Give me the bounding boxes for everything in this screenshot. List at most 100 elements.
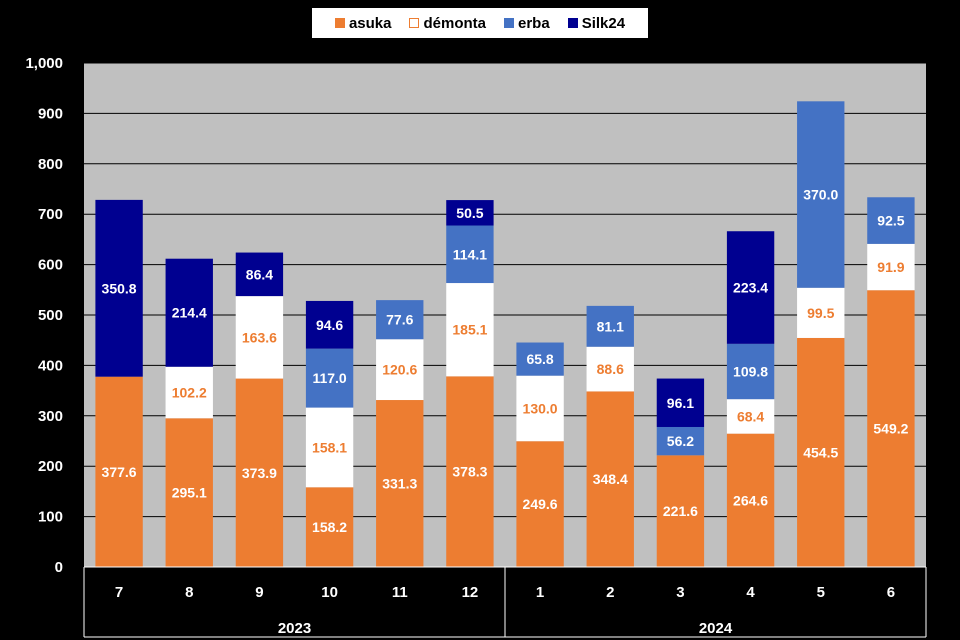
x-tick-label: 10 <box>321 584 338 601</box>
data-label: 117.0 <box>312 370 346 386</box>
y-tick-label: 200 <box>38 458 63 475</box>
legend-label-demonta: démonta <box>423 14 486 32</box>
data-label: 373.9 <box>242 465 277 481</box>
x-tick-label: 12 <box>462 584 479 601</box>
data-label: 214.4 <box>172 305 207 321</box>
bar-asuka-3 <box>656 455 705 567</box>
bar-erba-1 <box>516 342 564 376</box>
bar-asuka-11 <box>376 400 424 567</box>
data-label: 81.1 <box>597 318 624 334</box>
data-label: 264.6 <box>733 492 768 508</box>
bar-asuka-1 <box>516 441 564 567</box>
bar-dmonta-1 <box>516 375 564 442</box>
legend-swatch-erba <box>504 18 514 28</box>
legend: asuka démonta erba Silk24 <box>312 8 648 38</box>
y-tick-label: 700 <box>38 206 63 223</box>
data-label: 109.8 <box>733 363 768 379</box>
data-label: 65.8 <box>526 351 553 367</box>
bar-erba-3 <box>656 426 705 456</box>
bar-dmonta-12 <box>446 283 494 377</box>
bar-asuka-9 <box>235 378 284 567</box>
bar-erba-4 <box>726 343 775 400</box>
data-label: 56.2 <box>667 433 694 449</box>
data-label: 96.1 <box>667 395 694 411</box>
data-label: 331.3 <box>382 476 417 492</box>
legend-item-erba: erba <box>504 15 550 32</box>
group-label-2024: 2024 <box>699 620 733 637</box>
data-label: 68.4 <box>737 408 764 424</box>
data-label: 50.5 <box>456 205 483 221</box>
x-tick-label: 8 <box>185 584 193 601</box>
y-tick-label: 400 <box>38 357 63 374</box>
data-label: 223.4 <box>733 280 768 296</box>
bar-silk24-10 <box>305 300 354 349</box>
bar-silk24-9 <box>235 252 284 297</box>
legend-item-silk24: Silk24 <box>567 14 626 32</box>
data-label: 77.6 <box>386 312 413 328</box>
x-tick-label: 9 <box>255 584 263 601</box>
data-label: 91.9 <box>877 259 904 275</box>
legend-swatch-asuka <box>334 18 345 28</box>
y-tick-label: 0 <box>55 559 63 576</box>
bar-erba-10 <box>305 348 354 408</box>
y-tick-label: 300 <box>38 408 63 425</box>
bar-asuka-2 <box>586 391 634 567</box>
bar-erba-11 <box>376 300 424 340</box>
data-label: 348.4 <box>593 471 628 487</box>
bar-asuka-12 <box>446 376 494 567</box>
x-tick-label: 7 <box>115 584 123 601</box>
bar-silk24-3 <box>656 378 705 427</box>
legend-item-asuka: asuka <box>334 14 392 32</box>
legend-label-asuka: asuka <box>348 14 392 32</box>
bar-erba-12 <box>446 225 494 284</box>
y-tick-label: 100 <box>38 509 63 526</box>
data-label: 377.6 <box>102 464 137 480</box>
legend-label-silk24: Silk24 <box>581 14 626 32</box>
y-tick-label: 500 <box>38 307 63 324</box>
x-tick-label: 11 <box>392 584 408 601</box>
bar-asuka-7 <box>95 376 143 567</box>
data-label: 221.6 <box>663 503 698 519</box>
data-label: 158.2 <box>312 519 347 535</box>
group-label-2023: 2023 <box>278 620 311 637</box>
data-label: 163.6 <box>242 329 277 345</box>
data-label: 102.2 <box>172 385 207 401</box>
bar-erba-5 <box>797 101 845 288</box>
bar-dmonta-10 <box>305 407 354 488</box>
data-label: 185.1 <box>452 322 487 338</box>
data-label: 86.4 <box>246 266 273 282</box>
data-label: 88.6 <box>597 361 624 377</box>
legend-swatch-demonta <box>409 18 420 28</box>
x-tick-label: 1 <box>536 584 544 601</box>
y-tick-label: 900 <box>38 105 63 122</box>
bar-silk24-7 <box>95 199 143 377</box>
x-tick-label: 4 <box>746 584 755 601</box>
bar-silk24-4 <box>726 231 775 344</box>
data-label: 99.5 <box>807 305 834 321</box>
legend-swatch-silk24 <box>567 18 578 28</box>
bar-asuka-8 <box>165 418 213 567</box>
bar-dmonta-8 <box>165 366 213 419</box>
bar-silk24-8 <box>165 258 213 367</box>
bar-dmonta-6 <box>867 243 915 291</box>
data-label: 295.1 <box>172 485 207 501</box>
bar-erba-6 <box>867 197 915 244</box>
data-label: 249.6 <box>523 496 558 512</box>
x-tick-label: 3 <box>676 584 684 601</box>
y-tick-label: 1,000 <box>25 55 63 72</box>
data-label: 92.5 <box>877 213 904 229</box>
bar-asuka-10 <box>305 487 354 567</box>
data-label: 114.1 <box>453 246 487 262</box>
data-label: 378.3 <box>452 464 487 480</box>
legend-item-demonta: démonta <box>409 15 486 32</box>
bar-silk24-12 <box>446 200 494 226</box>
x-tick-label: 6 <box>887 584 895 601</box>
y-tick-label: 800 <box>38 156 63 173</box>
data-label: 370.0 <box>803 187 838 203</box>
bar-dmonta-2 <box>586 346 634 392</box>
data-label: 549.2 <box>873 421 908 437</box>
bar-asuka-6 <box>867 290 915 567</box>
x-tick-label: 2 <box>606 584 614 601</box>
